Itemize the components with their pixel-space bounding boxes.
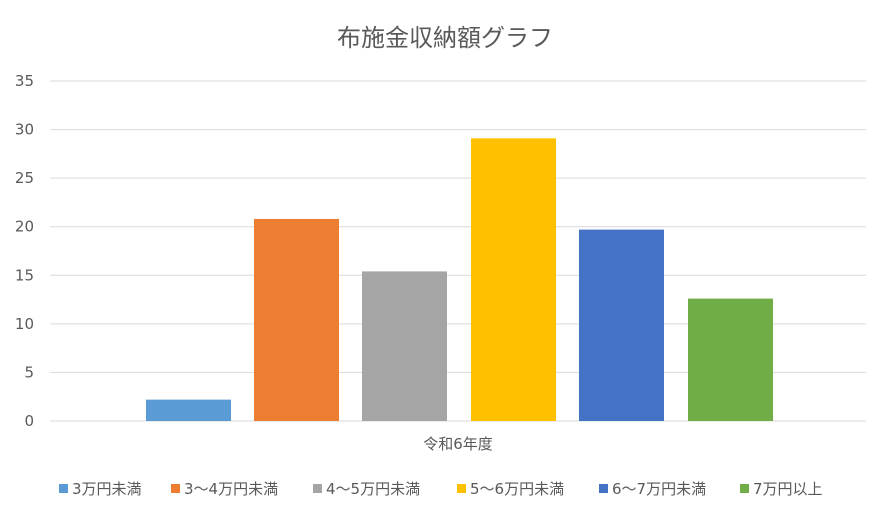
legend-label: 6～7万円未満	[612, 480, 706, 498]
x-category-label: 令和6年度	[423, 435, 493, 453]
y-tick-label: 15	[15, 266, 34, 284]
legend-label: 7万円以上	[753, 480, 823, 498]
legend-swatch	[313, 484, 322, 493]
legend-swatch	[740, 484, 749, 493]
legend-swatch	[171, 484, 180, 493]
bar	[579, 229, 664, 421]
bar	[146, 399, 231, 421]
legend-label: 5～6万円未満	[470, 480, 564, 498]
legend-label: 4～5万円未満	[326, 480, 420, 498]
legend-label: 3万円未満	[72, 480, 142, 498]
bar	[688, 298, 773, 421]
legend-swatch	[599, 484, 608, 493]
bar	[471, 138, 556, 422]
y-tick-label: 25	[15, 169, 34, 187]
y-tick-label: 10	[15, 315, 34, 333]
y-axis-tick-labels: 0 5 10 15 20 25 30 35	[15, 72, 34, 430]
gridlines	[50, 80, 866, 422]
bars	[146, 138, 773, 422]
legend-swatch	[457, 484, 466, 493]
bar	[254, 218, 339, 421]
x-axis: 令和6年度	[423, 435, 493, 453]
chart-title: 布施金収納額グラフ	[337, 24, 553, 52]
y-tick-label: 30	[15, 121, 34, 139]
bar	[362, 271, 447, 421]
legend-swatch	[59, 484, 68, 493]
y-tick-label: 0	[24, 412, 34, 430]
legend-label: 3～4万円未満	[184, 480, 278, 498]
y-tick-label: 20	[15, 218, 34, 236]
y-tick-label: 35	[15, 72, 34, 90]
legend: 3万円未満 3～4万円未満 4～5万円未満 5～6万円未満 6～7万円未満 7万円以上	[59, 480, 823, 498]
y-tick-label: 5	[24, 363, 34, 381]
